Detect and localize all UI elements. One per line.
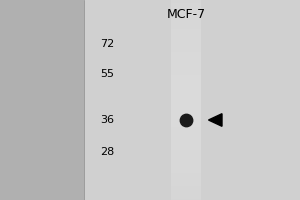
Text: MCF-7: MCF-7 [167, 7, 206, 21]
Text: 28: 28 [100, 147, 114, 157]
Text: 55: 55 [100, 69, 114, 79]
Bar [84, 0, 300, 200]
Text: 72: 72 [100, 39, 114, 49]
Point [184, 118, 188, 122]
Polygon shape [208, 114, 222, 126]
Bar [0, 0, 84, 200]
Text: 36: 36 [100, 115, 114, 125]
Bar [171, 0, 201, 200]
